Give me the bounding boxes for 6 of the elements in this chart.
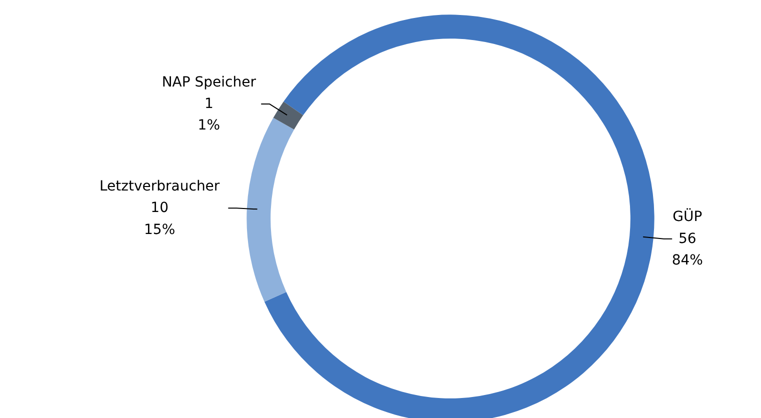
slice-label: GÜP <box>672 208 702 226</box>
slice-label: NAP Speicher <box>162 74 256 90</box>
slice-label: Letztverbraucher <box>99 178 220 195</box>
data-label: 56 84% <box>672 230 703 268</box>
data-label: 1 1% <box>198 96 220 134</box>
data-label: 10 15% <box>144 200 176 238</box>
